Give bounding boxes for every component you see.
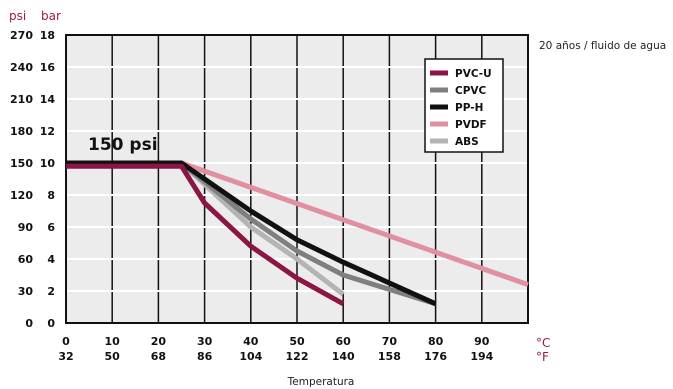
- legend-label-abs: ABS: [455, 136, 479, 148]
- y-tick-label-psi: 270: [10, 29, 33, 42]
- y-unit-bar: bar: [41, 9, 61, 23]
- x-tick-label-fahrenheit: 140: [332, 350, 355, 363]
- y-tick-label-bar: 18: [40, 29, 55, 42]
- y-tick-label-psi: 210: [10, 93, 33, 106]
- x-tick-label-celsius: 50: [289, 335, 305, 348]
- x-tick-label-celsius: 80: [428, 335, 444, 348]
- x-tick-label-celsius: 10: [105, 335, 121, 348]
- y-ticks-psi: 0 30 60 90 120 150 180 210 240 270: [10, 29, 33, 330]
- x-tick-label-celsius: 60: [336, 335, 352, 348]
- x-tick-label-fahrenheit: 50: [105, 350, 121, 363]
- y-tick-label-psi: 0: [25, 317, 33, 330]
- legend-label-pp-h: PP-H: [455, 102, 483, 114]
- x-unit-celsius: °C: [536, 336, 550, 350]
- y-unit-psi: psi: [9, 9, 26, 23]
- x-ticks-fahrenheit: 32 50 68 86 104 122 140 158 176 194: [58, 350, 493, 363]
- y-tick-label-psi: 240: [10, 61, 33, 74]
- series-layer: [66, 160, 529, 307]
- x-tick-label-fahrenheit: 68: [151, 350, 166, 363]
- x-tick-label-fahrenheit: 86: [197, 350, 213, 363]
- y-tick-label-psi: 120: [10, 189, 33, 202]
- y-tick-label-bar: 10: [40, 157, 56, 170]
- y-tick-label-bar: 8: [47, 189, 55, 202]
- series-line-pvc-u: [66, 163, 345, 306]
- y-tick-label-bar: 14: [40, 93, 56, 106]
- legend-label-cpvc: CPVC: [455, 85, 487, 97]
- x-ticks-celsius: 0 10 20 30 40 50 60 70 80 90: [62, 335, 490, 348]
- y-tick-label-bar: 16: [40, 61, 56, 74]
- legend-label-pvdf: PVDF: [455, 119, 487, 131]
- series-line-pp-h: [66, 160, 437, 307]
- plot-frame: [65, 34, 529, 324]
- y-tick-label-bar: 12: [40, 125, 55, 138]
- y-tick-label-psi: 180: [10, 125, 33, 138]
- annotation-150-psi: 150 psi: [88, 135, 158, 155]
- x-tick-label-celsius: 90: [474, 335, 490, 348]
- x-tick-label-celsius: 0: [62, 335, 70, 348]
- y-tick-label-bar: 2: [47, 285, 55, 298]
- y-tick-label-psi: 30: [18, 285, 34, 298]
- x-tick-label-celsius: 30: [197, 335, 213, 348]
- y-tick-label-bar: 4: [47, 253, 55, 266]
- x-unit-fahrenheit: °F: [536, 350, 549, 364]
- legend: PVC-U CPVC PP-H PVDF ABS: [424, 58, 504, 153]
- x-tick-label-fahrenheit: 176: [424, 350, 447, 363]
- x-axis-title: Temperatura: [287, 376, 355, 388]
- y-tick-label-psi: 90: [18, 221, 34, 234]
- y-tick-label-psi: 60: [18, 253, 34, 266]
- x-tick-label-celsius: 20: [151, 335, 167, 348]
- y-tick-label-bar: 6: [47, 221, 55, 234]
- legend-label-pvc-u: PVC-U: [455, 68, 492, 80]
- x-tick-label-celsius: 40: [243, 335, 259, 348]
- y-tick-label-psi: 150: [10, 157, 33, 170]
- y-tick-label-bar: 0: [47, 317, 55, 330]
- x-tick-label-celsius: 70: [382, 335, 398, 348]
- x-tick-label-fahrenheit: 158: [378, 350, 401, 363]
- x-tick-label-fahrenheit: 194: [470, 350, 493, 363]
- x-tick-label-fahrenheit: 104: [239, 350, 262, 363]
- y-ticks-bar: 0 2 4 6 8 10 12 14 16 18: [40, 29, 56, 330]
- chart-note: 20 años / fluido de agua: [539, 40, 666, 52]
- x-tick-label-fahrenheit: 32: [58, 350, 73, 363]
- x-tick-label-fahrenheit: 122: [286, 350, 309, 363]
